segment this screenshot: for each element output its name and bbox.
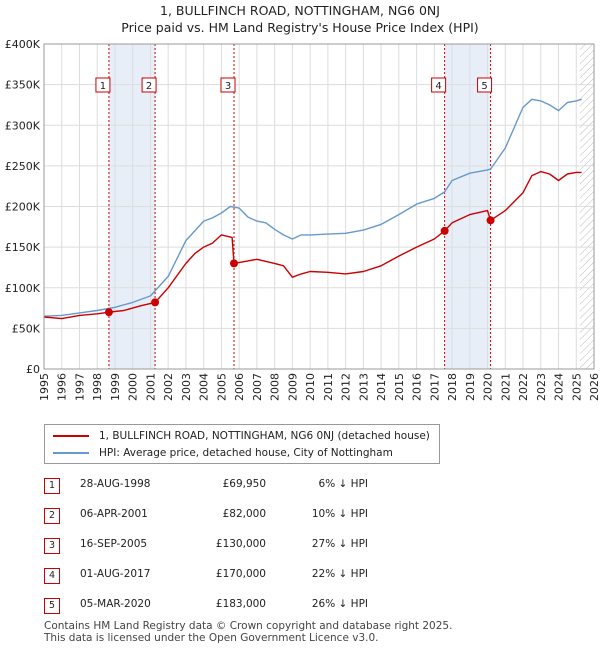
transaction-row: 4 01-AUG-2017 £170,000 22% ↓ HPI — [0, 560, 600, 590]
x-tick-label: 2001 — [144, 373, 157, 401]
sale-point — [151, 298, 160, 307]
x-tick-label: 2010 — [304, 373, 317, 401]
transaction-row: 1 28-AUG-1998 £69,950 6% ↓ HPI — [0, 470, 600, 500]
sale-label: 4 — [435, 81, 441, 92]
x-tick-label: 2011 — [322, 373, 335, 401]
x-tick-label: 2021 — [499, 373, 512, 401]
x-tick-label: 2019 — [464, 373, 477, 401]
transaction-number: 2 — [44, 508, 60, 524]
y-tick-label: £100K — [5, 282, 41, 295]
y-tick-label: £0 — [26, 363, 40, 376]
x-tick-label: 2006 — [233, 373, 246, 401]
sale-point — [104, 308, 113, 317]
x-tick-label: 1999 — [109, 373, 122, 401]
plot-frame — [43, 43, 595, 370]
x-tick-label: 2022 — [517, 373, 530, 401]
transaction-price: £69,950 — [222, 478, 266, 490]
footer-copyright: Contains HM Land Registry data © Crown c… — [44, 620, 453, 632]
transaction-hpi: 27% ↓ HPI — [311, 538, 368, 550]
transaction-date: 01-AUG-2017 — [80, 568, 151, 580]
sale-label: 3 — [225, 81, 231, 92]
x-tick-label: 2005 — [215, 373, 228, 401]
transaction-number: 5 — [44, 598, 60, 614]
sale-point — [230, 259, 239, 268]
transaction-hpi: 22% ↓ HPI — [311, 568, 368, 580]
legend-property-label: 1, BULLFINCH ROAD, NOTTINGHAM, NG6 0NJ (… — [99, 430, 430, 442]
chart-title-line2: Price paid vs. HM Land Registry's House … — [121, 20, 479, 35]
legend-property-swatch — [53, 435, 89, 437]
transaction-date: 16-SEP-2005 — [80, 538, 148, 550]
legend-hpi-swatch — [53, 452, 89, 454]
x-tick-label: 2014 — [375, 373, 388, 401]
transaction-date: 05-MAR-2020 — [80, 598, 151, 610]
x-tick-label: 2008 — [269, 373, 282, 401]
transaction-hpi: 26% ↓ HPI — [311, 598, 368, 610]
sale-label: 5 — [481, 81, 487, 92]
legend-property: 1, BULLFINCH ROAD, NOTTINGHAM, NG6 0NJ (… — [53, 427, 430, 445]
sale-label-box — [220, 77, 236, 93]
transaction-price: £82,000 — [222, 508, 266, 520]
legend-hpi: HPI: Average price, detached house, City… — [53, 444, 393, 462]
transaction-number: 4 — [44, 568, 60, 584]
y-tick-label: £250K — [5, 160, 41, 173]
sale-point — [440, 226, 449, 235]
sale-label: 1 — [100, 81, 106, 92]
y-tick-label: £150K — [5, 241, 41, 254]
chart-title-line1: 1, BULLFINCH ROAD, NOTTINGHAM, NG6 0NJ — [160, 3, 440, 18]
x-tick-label: 2023 — [535, 373, 548, 401]
y-tick-label: £350K — [5, 79, 41, 92]
x-tick-label: 2025 — [570, 373, 583, 401]
sale-point — [486, 216, 495, 225]
x-tick-label: 2016 — [411, 373, 424, 401]
x-tick-label: 2020 — [482, 373, 495, 401]
x-tick-label: 2015 — [393, 373, 406, 401]
x-tick-label: 1998 — [91, 373, 104, 401]
transaction-hpi: 10% ↓ HPI — [311, 508, 368, 520]
y-tick-label: £200K — [5, 201, 41, 214]
footer: Contains HM Land Registry data © Crown c… — [44, 620, 452, 644]
sale-label: 2 — [146, 81, 152, 92]
y-tick-label: £400K — [5, 38, 41, 51]
transaction-price: £130,000 — [215, 538, 266, 550]
transaction-number: 1 — [44, 478, 60, 494]
transaction-date: 28-AUG-1998 — [80, 478, 151, 490]
chart-legend: 1, BULLFINCH ROAD, NOTTINGHAM, NG6 0NJ (… — [44, 424, 440, 464]
y-tick-label: £50K — [12, 322, 41, 335]
x-tick-label: 2026 — [588, 373, 600, 401]
sale-label-box — [431, 77, 447, 93]
x-tick-label: 2000 — [127, 373, 140, 401]
x-tick-label: 2004 — [198, 373, 211, 401]
x-tick-label: 2017 — [428, 373, 441, 401]
transaction-row: 5 05-MAR-2020 £183,000 26% ↓ HPI — [0, 590, 600, 620]
transaction-price: £170,000 — [215, 568, 266, 580]
sale-label-box — [141, 77, 157, 93]
x-tick-label: 2018 — [446, 373, 459, 401]
x-tick-label: 1996 — [56, 373, 69, 401]
transaction-date: 06-APR-2001 — [80, 508, 148, 520]
x-tick-label: 2007 — [251, 373, 264, 401]
transaction-row: 3 16-SEP-2005 £130,000 27% ↓ HPI — [0, 530, 600, 560]
footer-licence: This data is licensed under the Open Gov… — [44, 632, 379, 644]
x-tick-label: 2024 — [553, 373, 566, 401]
transaction-number: 3 — [44, 538, 60, 554]
x-tick-label: 1995 — [38, 373, 51, 401]
x-tick-label: 1997 — [73, 373, 86, 401]
x-tick-label: 2013 — [357, 373, 370, 401]
x-tick-label: 2003 — [180, 373, 193, 401]
x-tick-label: 2012 — [340, 373, 353, 401]
sale-label-box — [477, 77, 493, 93]
hpi-series-line — [43, 98, 582, 317]
transaction-hpi: 6% ↓ HPI — [318, 478, 368, 490]
transaction-row: 2 06-APR-2001 £82,000 10% ↓ HPI — [0, 500, 600, 530]
x-tick-label: 2002 — [162, 373, 175, 401]
price-chart: 1 2 3 4 5 £0 £50K £100K £150K £200K £250K £300K £35… — [5, 38, 600, 401]
y-tick-label: £300K — [5, 119, 41, 132]
sale-label-box — [95, 77, 111, 93]
x-tick-label: 2009 — [286, 373, 299, 401]
transaction-price: £183,000 — [215, 598, 266, 610]
legend-hpi-label: HPI: Average price, detached house, City… — [99, 447, 393, 459]
